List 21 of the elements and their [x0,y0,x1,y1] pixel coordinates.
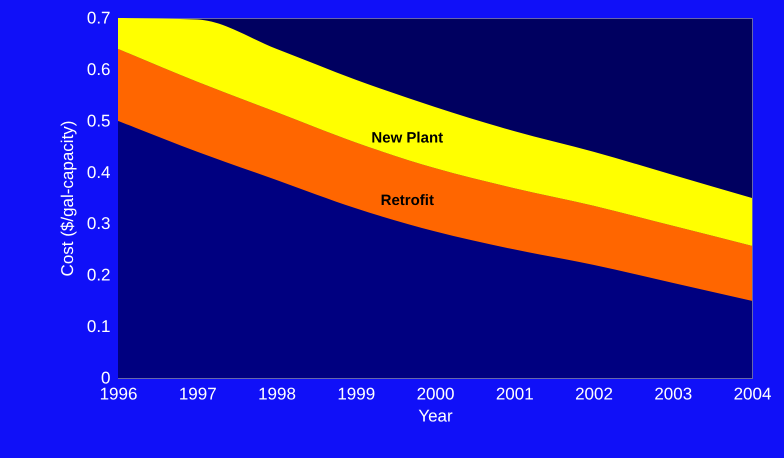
x-axis-title: Year [418,406,454,426]
x-tick-label: 2004 [734,384,772,404]
x-tick-label: 2003 [654,384,692,404]
y-tick-label: 0.4 [86,162,110,182]
y-axis-title: Cost ($/gal-capacity) [58,120,77,276]
y-tick-label: 0.7 [86,8,110,28]
x-tick-label: 2001 [496,384,534,404]
y-tick-label: 0.6 [86,60,110,79]
x-tick-label: 1997 [178,384,217,404]
y-tick-label: 0.2 [86,266,110,285]
y-tick-label: 0 [101,368,110,388]
x-tick-label: 2002 [575,384,613,404]
y-tick-label: 0.1 [86,317,110,336]
series-label: Retrofit [380,192,434,209]
x-tick-label: 1999 [337,384,376,404]
x-tick-label: 1998 [258,384,296,404]
y-tick-label: 0.3 [86,214,110,234]
x-tick-label: 2000 [416,384,454,404]
series-label: New Plant [371,130,444,147]
x-tick-label: 1996 [100,384,138,404]
y-tick-label: 0.5 [86,111,110,130]
